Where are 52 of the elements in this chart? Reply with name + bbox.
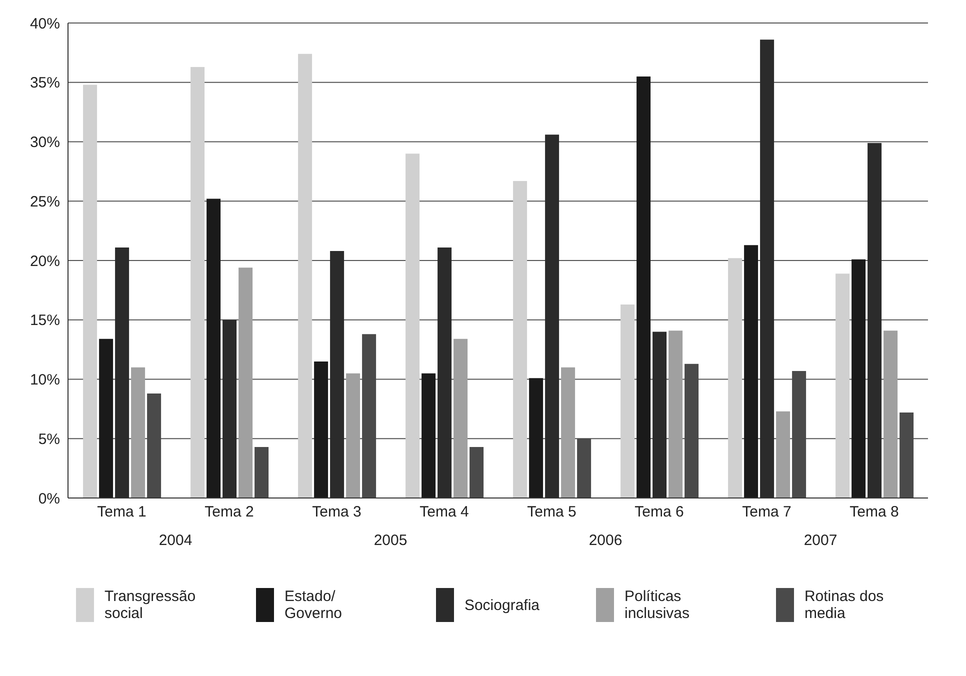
bar bbox=[884, 330, 898, 498]
text: 2004 bbox=[158, 532, 194, 549]
y-tick-label: 10% bbox=[30, 372, 60, 389]
bar bbox=[620, 304, 635, 498]
legend-label: Estado/ Governo bbox=[284, 588, 344, 622]
y-tick-label: 25% bbox=[30, 193, 60, 210]
bar bbox=[668, 330, 683, 498]
bar bbox=[99, 338, 114, 498]
bar bbox=[852, 259, 866, 498]
bar bbox=[513, 180, 528, 498]
y-tick-label: 40% bbox=[30, 15, 60, 32]
bar bbox=[238, 268, 253, 498]
text: 2007 bbox=[802, 532, 838, 549]
x-tick-label: Tema 7 bbox=[742, 504, 792, 521]
x-tick-label: Tema 4 bbox=[420, 504, 469, 521]
bar bbox=[836, 274, 850, 498]
legend-label: Rotinas dos media bbox=[804, 588, 885, 622]
bar bbox=[422, 373, 436, 498]
x-tick-label: Tema 1 bbox=[97, 504, 146, 521]
bar bbox=[636, 76, 651, 498]
text: 2006 bbox=[588, 532, 624, 549]
bar bbox=[406, 154, 420, 498]
y-tick-label: 5% bbox=[38, 430, 60, 448]
bar bbox=[470, 446, 484, 498]
x-tick-label: Tema 8 bbox=[850, 504, 899, 521]
text: 2005 bbox=[372, 532, 408, 549]
y-tick-label: 20% bbox=[30, 252, 60, 270]
legend-label: Políticas inclusivas bbox=[624, 588, 691, 622]
bar bbox=[206, 198, 221, 498]
bar bbox=[314, 361, 328, 498]
bar bbox=[728, 258, 742, 498]
bar bbox=[529, 378, 544, 498]
y-tick-label: 0% bbox=[38, 490, 60, 508]
bar bbox=[190, 66, 205, 498]
bar bbox=[83, 84, 98, 498]
bar bbox=[346, 373, 360, 498]
bar bbox=[131, 367, 146, 498]
legend-label: Transgressão social bbox=[104, 588, 197, 622]
legend-label: Sociografia bbox=[464, 596, 540, 614]
bar bbox=[254, 446, 269, 498]
y-tick-label: 30% bbox=[30, 134, 60, 152]
x-tick-label: Tema 6 bbox=[634, 504, 684, 521]
bar bbox=[561, 367, 576, 498]
y-tick-label: 35% bbox=[30, 74, 60, 92]
x-tick-label: Tema 5 bbox=[527, 504, 576, 521]
bar bbox=[776, 411, 790, 498]
x-tick-label: Tema 3 bbox=[312, 504, 362, 521]
y-tick-label: 15% bbox=[30, 312, 60, 330]
x-tick-label: Tema 2 bbox=[204, 504, 254, 521]
bar bbox=[454, 338, 468, 498]
bar bbox=[744, 245, 758, 498]
bar bbox=[298, 54, 312, 498]
